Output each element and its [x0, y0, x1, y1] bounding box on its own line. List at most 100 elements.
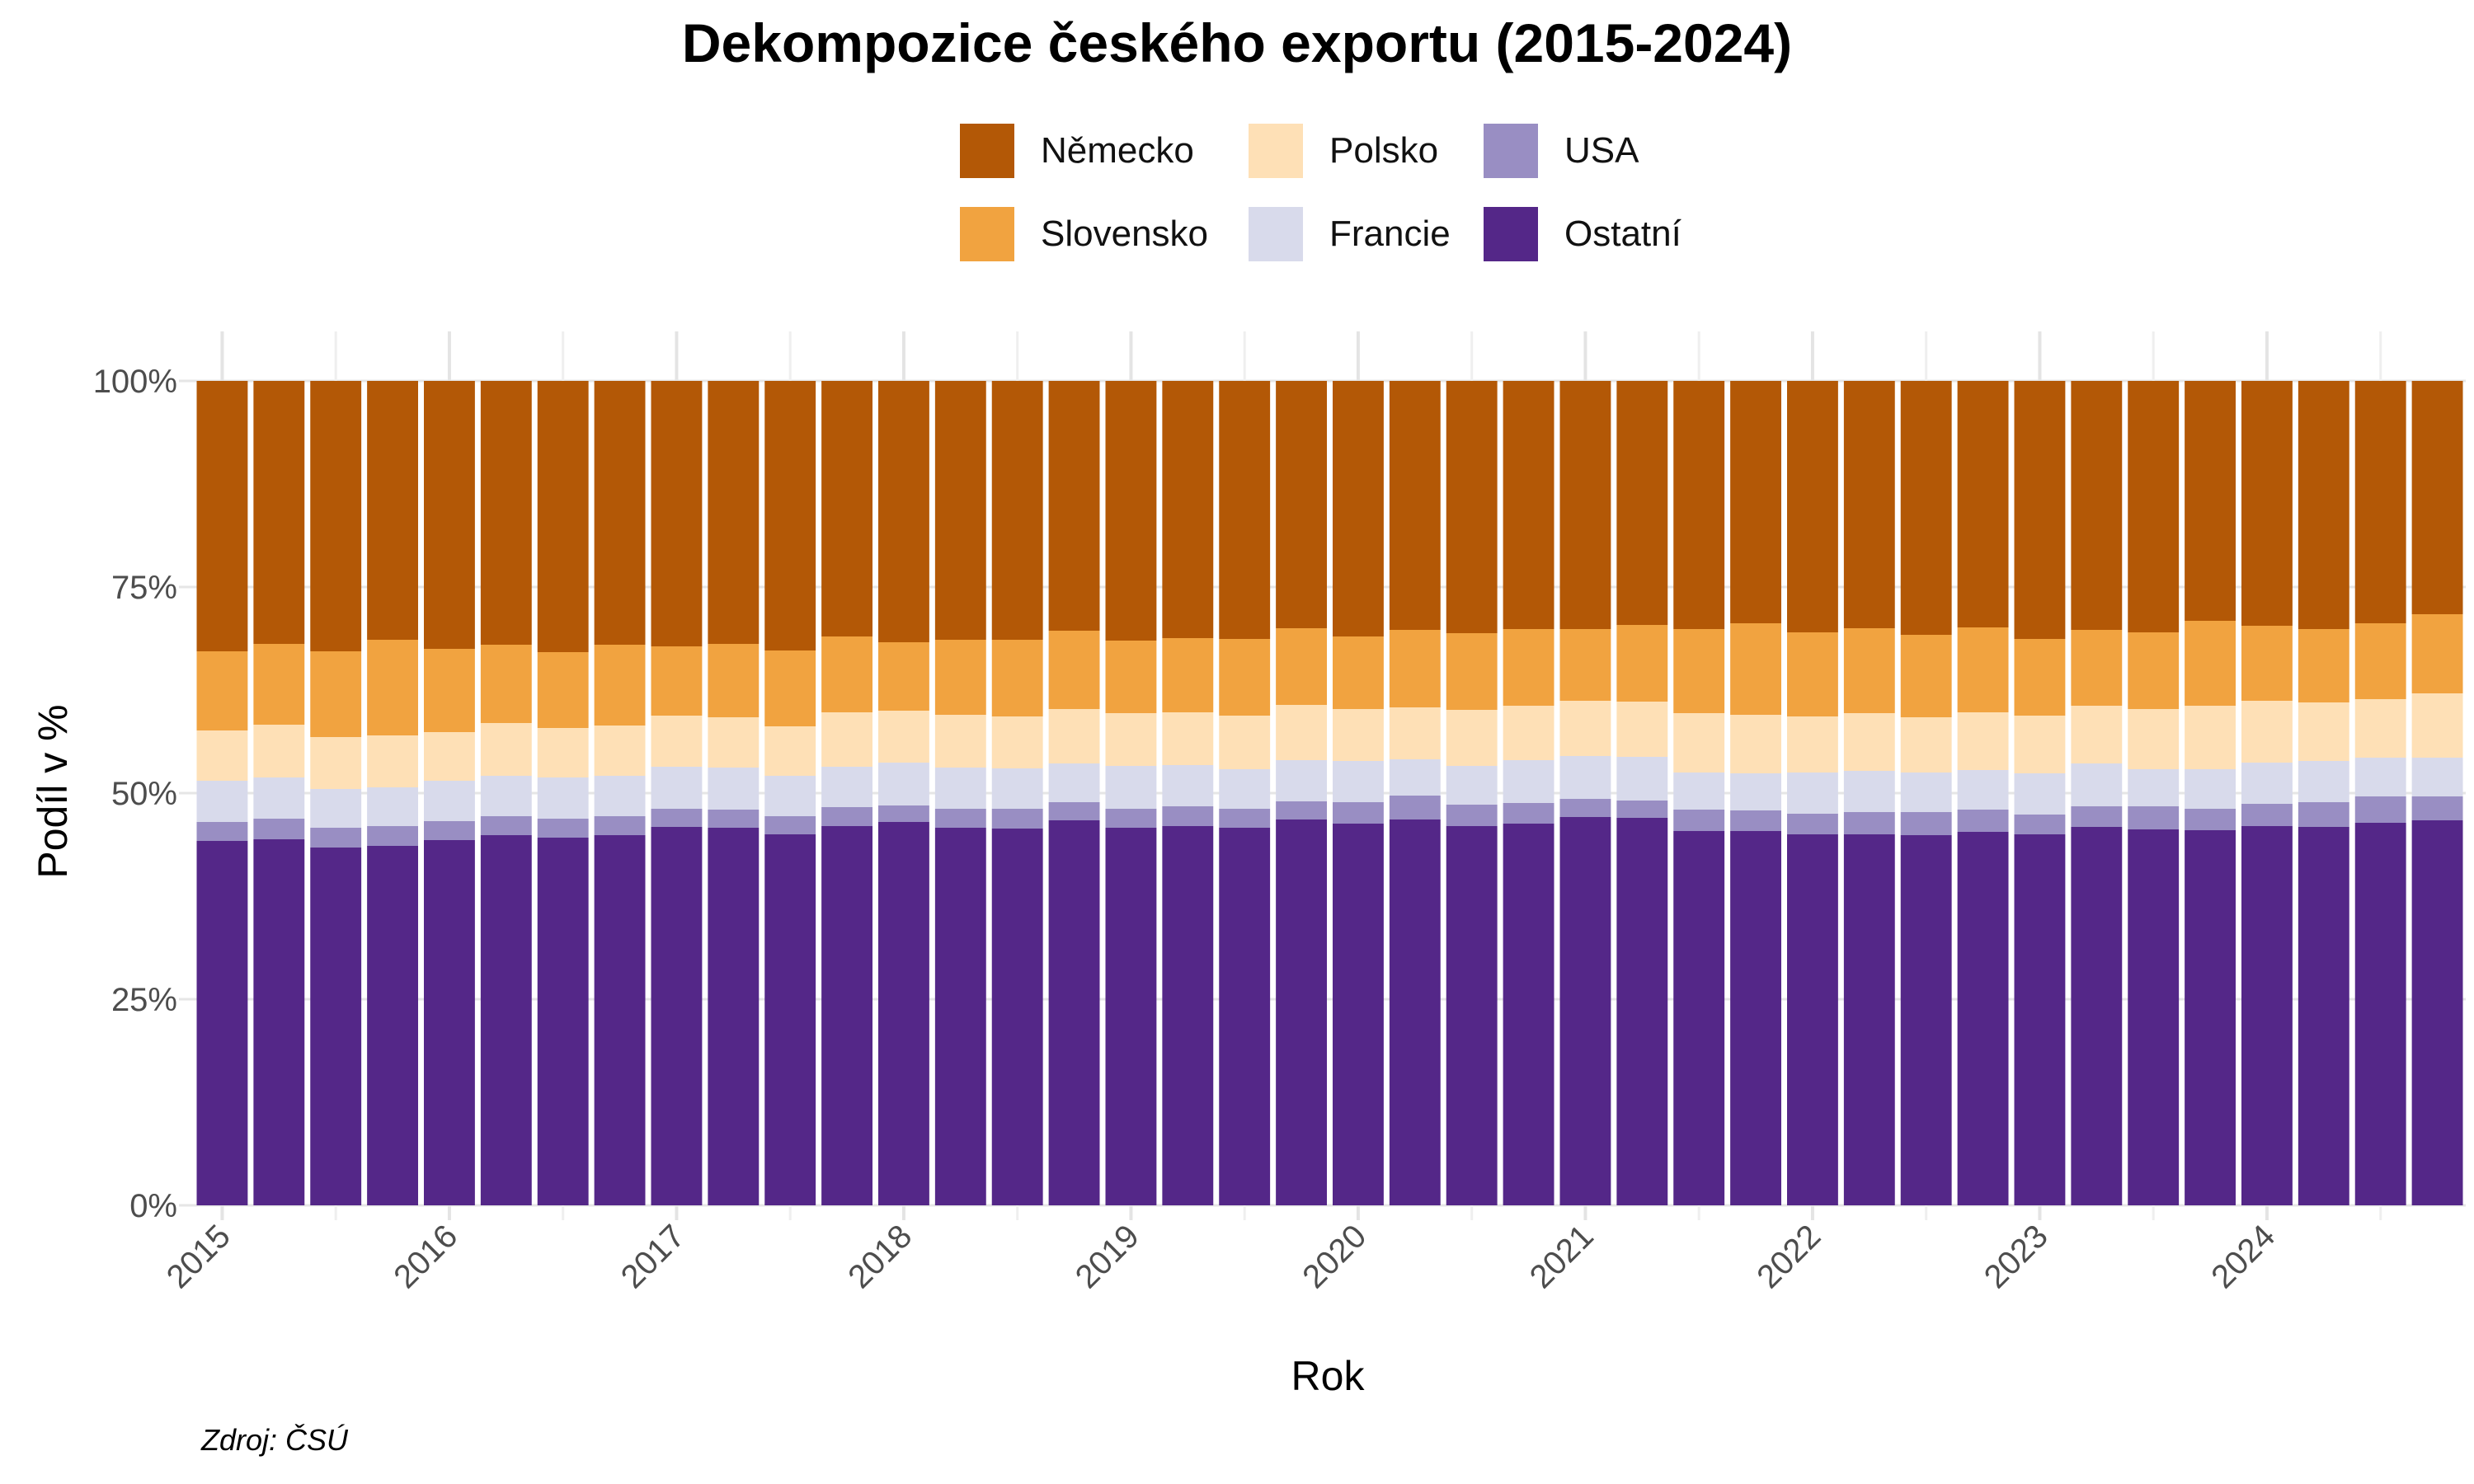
bar-segment-polsko: [1333, 709, 1384, 761]
bar-segment-slovensko: [1389, 630, 1441, 707]
bar-segment-usa: [821, 807, 872, 826]
bar-segment-slovensko: [310, 651, 362, 737]
bar-segment-ostatni: [1446, 826, 1498, 1205]
legend-swatch: [960, 124, 1014, 178]
bar-segment-polsko: [1276, 705, 1327, 760]
bar-segment-usa: [708, 810, 760, 828]
legend-item: Ostatní: [1484, 205, 1681, 263]
bar-segment-usa: [1048, 802, 1100, 820]
bar-segment-nemecko: [1446, 381, 1498, 633]
bar-segment-polsko: [1105, 713, 1157, 766]
legend-item: Slovensko: [960, 205, 1208, 263]
bar-segment-nemecko: [1503, 381, 1554, 629]
bar-segment-polsko: [196, 730, 248, 781]
bar-segment-nemecko: [424, 381, 475, 649]
bar-segment-ostatni: [1900, 835, 1952, 1205]
bar-segment-polsko: [480, 723, 532, 776]
bar-segment-nemecko: [878, 381, 929, 642]
bar-segment-usa: [1843, 812, 1895, 834]
bar-segment-nemecko: [1900, 381, 1952, 635]
bar-segment-ostatni: [2071, 827, 2123, 1205]
bar-segment-polsko: [934, 715, 986, 768]
chart-title: Dekompozice českého exportu (2015-2024): [681, 12, 1793, 73]
bar-segment-francie: [1503, 760, 1554, 803]
legend-label: USA: [1564, 130, 1639, 171]
bar-segment-francie: [480, 776, 532, 816]
bar-segment-slovensko: [424, 649, 475, 732]
bar-segment-polsko: [651, 716, 703, 767]
bar-segment-francie: [991, 768, 1043, 809]
x-tick-label: 2021: [1523, 1218, 1601, 1295]
bar-segment-slovensko: [1900, 635, 1952, 717]
bar-segment-polsko: [1673, 713, 1725, 773]
bar-segment-francie: [367, 787, 418, 826]
bar-segment-usa: [878, 805, 929, 822]
bar-segment-polsko: [2071, 706, 2123, 763]
x-tick-label: 2022: [1750, 1218, 1827, 1295]
bar-segment-ostatni: [253, 839, 305, 1205]
bar-segment-ostatni: [2354, 823, 2406, 1205]
bar-segment-ostatni: [991, 829, 1043, 1205]
bar-segment-polsko: [1730, 715, 1781, 773]
bar-segment-ostatni: [1673, 831, 1725, 1205]
bar-segment-ostatni: [1730, 831, 1781, 1205]
bar-segment-usa: [1389, 796, 1441, 819]
bar-segment-francie: [1559, 756, 1611, 799]
bar-segment-nemecko: [1673, 381, 1725, 629]
bar-segment-nemecko: [1559, 381, 1611, 629]
bar-segment-ostatni: [1843, 834, 1895, 1205]
legend-label: Německo: [1041, 130, 1194, 171]
legend-swatch: [1484, 124, 1538, 178]
bar-segment-slovensko: [2071, 630, 2123, 706]
bar-segment-nemecko: [1787, 381, 1838, 632]
legend-label: Polsko: [1329, 130, 1439, 171]
bar-segment-usa: [1162, 806, 1214, 826]
bar-segment-francie: [1389, 759, 1441, 796]
bar-segment-nemecko: [196, 381, 248, 651]
bar-segment-francie: [1333, 761, 1384, 802]
bar-segment-nemecko: [1105, 381, 1157, 641]
legend-swatch: [1484, 207, 1538, 261]
bar-segment-nemecko: [253, 381, 305, 644]
bar-segment-nemecko: [2354, 381, 2406, 623]
bar-segment-ostatni: [1787, 834, 1838, 1205]
bar-segment-usa: [537, 819, 589, 838]
bar-segment-usa: [594, 816, 646, 835]
bar-segment-slovensko: [2014, 639, 2066, 716]
bar-segment-ostatni: [2241, 826, 2293, 1205]
bar-segment-ostatni: [196, 841, 248, 1205]
bar-segment-polsko: [1559, 701, 1611, 756]
bar-segment-polsko: [1843, 713, 1895, 771]
legend-item: USA: [1484, 122, 1639, 180]
bar-segment-ostatni: [1559, 817, 1611, 1205]
bar-segment-slovensko: [1162, 638, 1214, 712]
bar-segment-ostatni: [1276, 819, 1327, 1205]
bar-segment-slovensko: [2354, 623, 2406, 699]
bar-segment-francie: [1048, 763, 1100, 802]
bar-segment-ostatni: [934, 828, 986, 1205]
bar-segment-ostatni: [2411, 820, 2463, 1205]
bar-segment-usa: [1559, 799, 1611, 817]
bar-segment-slovensko: [367, 640, 418, 735]
legend: Německo Slovensko Polsko Francie USA Ostatní: [960, 122, 1743, 279]
bar-segment-usa: [1446, 805, 1498, 826]
bar-segment-slovensko: [1616, 625, 1668, 702]
bar-segment-polsko: [1446, 710, 1498, 766]
bar-segment-francie: [2071, 763, 2123, 806]
bar-segment-usa: [2298, 802, 2349, 827]
x-tick-label: 2018: [841, 1218, 919, 1295]
bar-segment-nemecko: [1957, 381, 2009, 627]
bar-segment-francie: [1843, 771, 1895, 812]
legend-item: Francie: [1249, 205, 1451, 263]
bar-segment-polsko: [1048, 709, 1100, 763]
bar-segment-francie: [1957, 770, 2009, 810]
bar-segment-polsko: [764, 726, 816, 776]
bar-segment-slovensko: [2185, 621, 2236, 706]
bar-segment-francie: [1162, 765, 1214, 806]
bar-segment-nemecko: [708, 381, 760, 644]
bar-segment-nemecko: [1162, 381, 1214, 638]
bar-segment-ostatni: [480, 835, 532, 1205]
bar-segment-francie: [2354, 758, 2406, 796]
bar-segment-francie: [2241, 763, 2293, 804]
bar-segment-slovensko: [821, 636, 872, 712]
